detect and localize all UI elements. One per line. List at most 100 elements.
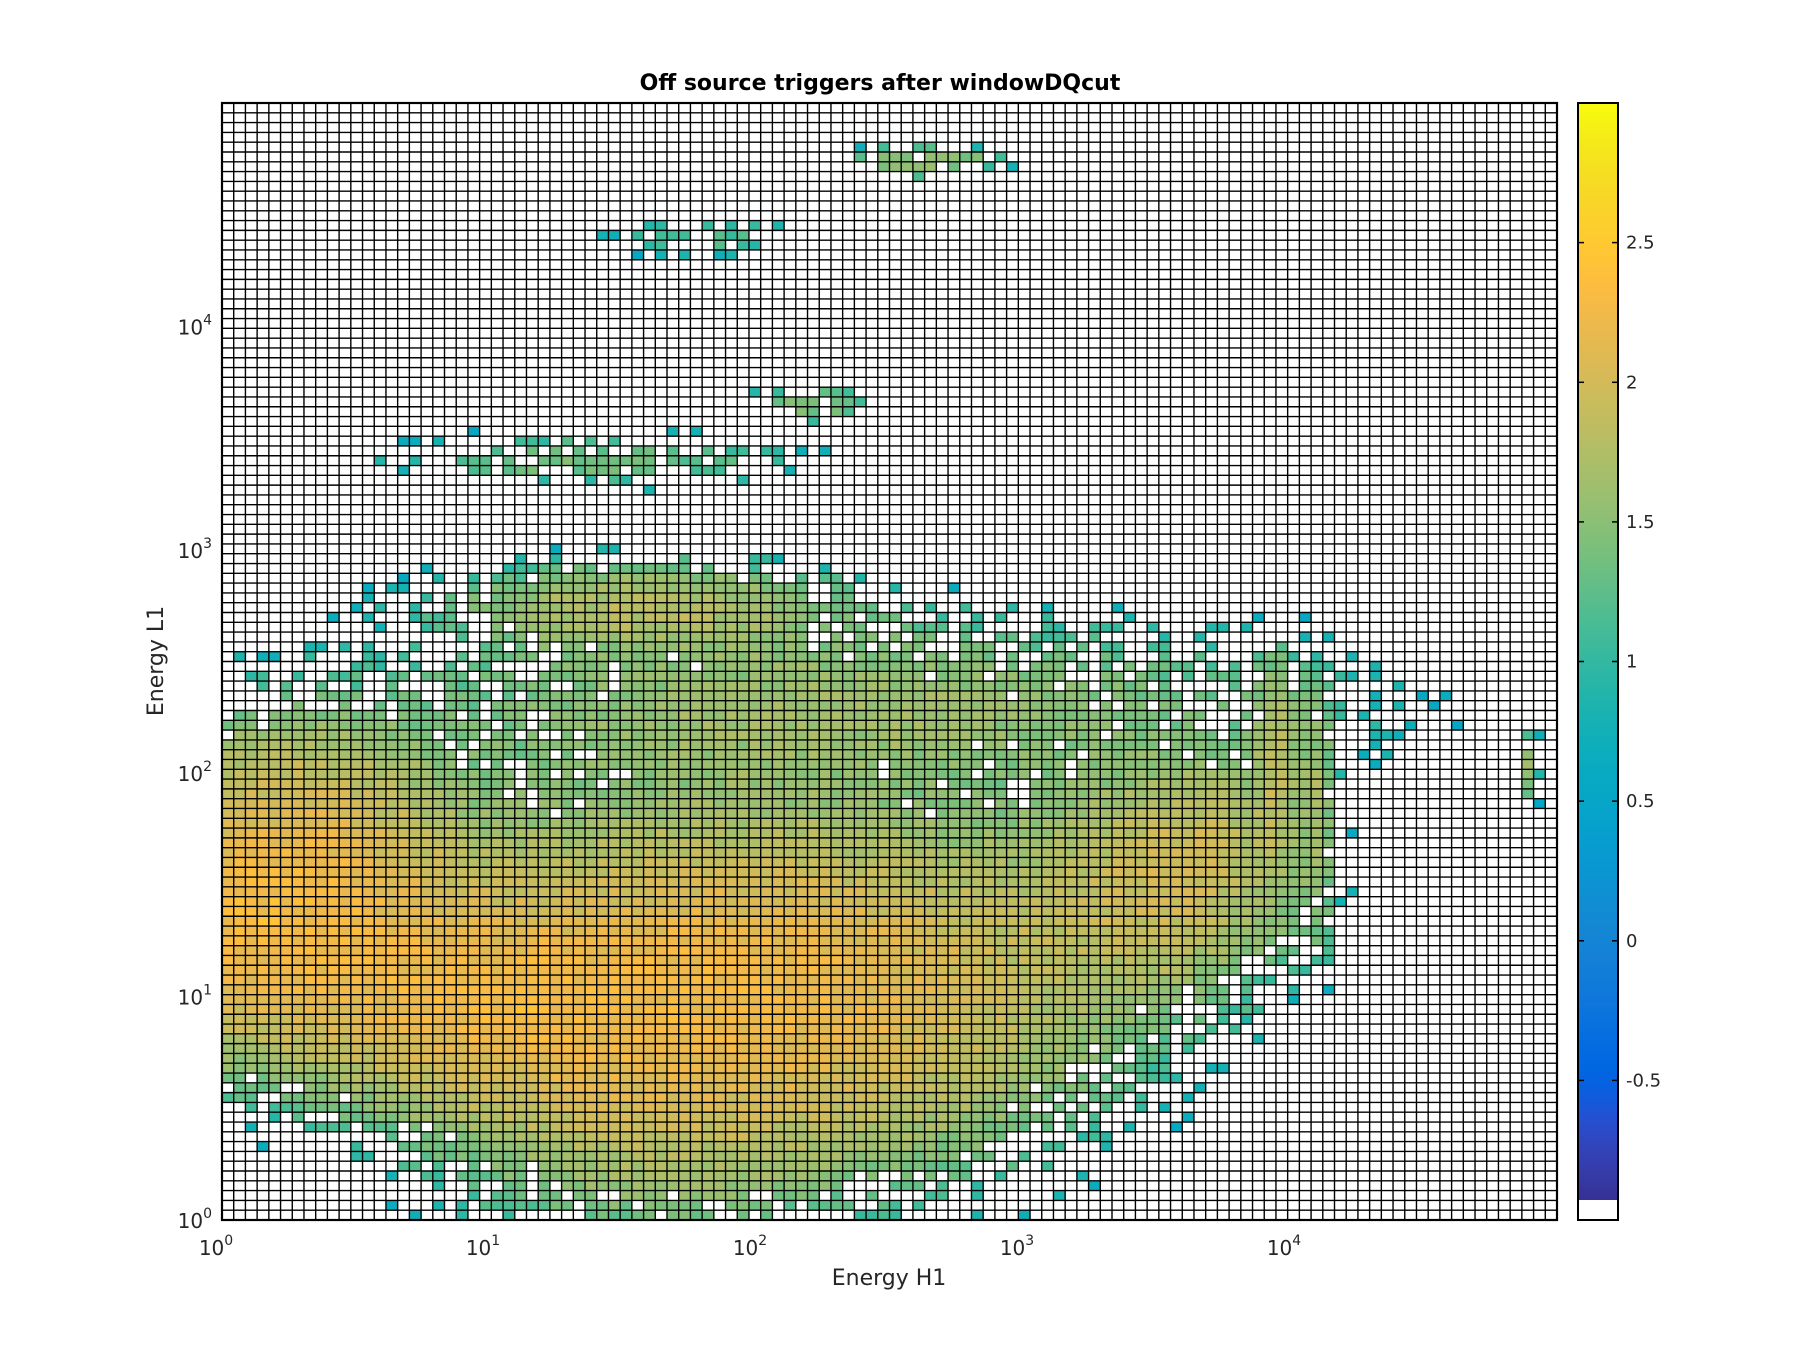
heatmap-cell [760, 1092, 773, 1103]
heatmap-cell [585, 612, 598, 623]
heatmap-cell [350, 759, 363, 770]
heatmap-cell [315, 1033, 328, 1045]
heatmap-cell [807, 886, 820, 898]
heatmap-cell [456, 828, 469, 839]
heatmap-cell [222, 955, 235, 966]
heatmap-cell [748, 592, 762, 604]
heatmap-cell [725, 759, 738, 770]
heatmap-cell [1264, 877, 1277, 888]
heatmap-cell [561, 1171, 574, 1182]
heatmap-cell [549, 1112, 562, 1123]
heatmap-cell [456, 896, 469, 907]
heatmap-cell [409, 710, 422, 721]
heatmap-cell [585, 1112, 598, 1123]
heatmap-cell [631, 1112, 644, 1123]
heatmap-cell [596, 916, 609, 927]
heatmap-cell [901, 965, 914, 976]
heatmap-cell [444, 916, 457, 927]
heatmap-cell [339, 1004, 352, 1015]
heatmap-cell [889, 886, 902, 898]
heatmap-cell [948, 739, 961, 751]
heatmap-cell [1299, 847, 1312, 858]
heatmap-cell [1287, 965, 1300, 976]
heatmap-cell [737, 867, 750, 878]
heatmap-cell [854, 759, 867, 770]
heatmap-cell [748, 1141, 762, 1152]
heatmap-cell [713, 867, 726, 878]
heatmap-cell [1193, 730, 1207, 741]
heatmap-cell [912, 798, 926, 809]
heatmap-cell [467, 690, 481, 702]
heatmap-cell [573, 700, 586, 711]
heatmap-cell [514, 1151, 527, 1162]
heatmap-cell [678, 837, 691, 849]
heatmap-cell [503, 808, 516, 819]
heatmap-cell [315, 837, 328, 849]
heatmap-cell [409, 975, 422, 986]
heatmap-cell [479, 818, 492, 829]
heatmap-cell [912, 1141, 926, 1152]
heatmap-cell [842, 994, 855, 1005]
heatmap-cell [268, 1053, 281, 1064]
heatmap-cell [514, 1141, 527, 1152]
heatmap-cell [514, 994, 527, 1005]
heatmap-cell [784, 1092, 797, 1103]
heatmap-cell [1112, 926, 1125, 937]
heatmap-cell [643, 1014, 656, 1025]
heatmap-cell [667, 935, 680, 947]
heatmap-cell [1006, 877, 1019, 888]
heatmap-cell [924, 1131, 937, 1143]
heatmap-cell [514, 1161, 527, 1172]
heatmap-cell [795, 1024, 808, 1035]
heatmap-cell [327, 975, 340, 986]
heatmap-cell [830, 788, 844, 800]
heatmap-cell [491, 926, 504, 937]
heatmap-cell [795, 916, 808, 927]
heatmap-cell [690, 1122, 703, 1133]
heatmap-cell [479, 877, 492, 888]
heatmap-cell [784, 661, 797, 672]
heatmap-cell [1100, 1033, 1113, 1045]
heatmap-cell [514, 641, 527, 653]
heatmap-cell [479, 1131, 492, 1143]
heatmap-cell [538, 720, 551, 731]
heatmap-cell [1112, 730, 1125, 741]
heatmap-cell [1030, 641, 1043, 653]
heatmap-cell [1170, 984, 1183, 996]
heatmap-cell [784, 857, 797, 868]
heatmap-cell [643, 651, 656, 662]
heatmap-cell [1076, 975, 1089, 986]
heatmap-cell [772, 1073, 785, 1084]
heatmap-cell [233, 749, 246, 760]
heatmap-cell [760, 1200, 773, 1211]
heatmap-cell [1006, 1063, 1019, 1074]
heatmap-cell [491, 994, 504, 1005]
heatmap-cell [1030, 926, 1043, 937]
heatmap-cell [737, 651, 750, 662]
heatmap-cell [503, 847, 516, 858]
heatmap-cell [503, 455, 516, 466]
heatmap-cell [280, 1073, 293, 1084]
heatmap-cell [339, 700, 352, 711]
heatmap-cell [1217, 759, 1230, 770]
heatmap-cell [795, 661, 808, 672]
heatmap-cell [549, 563, 562, 574]
heatmap-cell [514, 867, 527, 878]
heatmap-cell [596, 1180, 609, 1192]
heatmap-cell [573, 445, 586, 457]
heatmap-cell [912, 769, 926, 780]
heatmap-cell [643, 975, 656, 986]
heatmap-cell [1264, 720, 1277, 731]
heatmap-cell [467, 465, 481, 476]
heatmap-cell [421, 965, 434, 976]
heatmap-cell [303, 945, 317, 956]
heatmap-cell [1076, 1102, 1089, 1113]
heatmap-cell [830, 406, 844, 417]
heatmap-cell [760, 749, 773, 760]
heatmap-cell [456, 1014, 469, 1025]
heatmap-cell [315, 1043, 328, 1054]
heatmap-cell [362, 1024, 375, 1035]
heatmap-cell [784, 779, 797, 790]
heatmap-cell [1264, 739, 1277, 751]
heatmap-cell [877, 1112, 890, 1123]
